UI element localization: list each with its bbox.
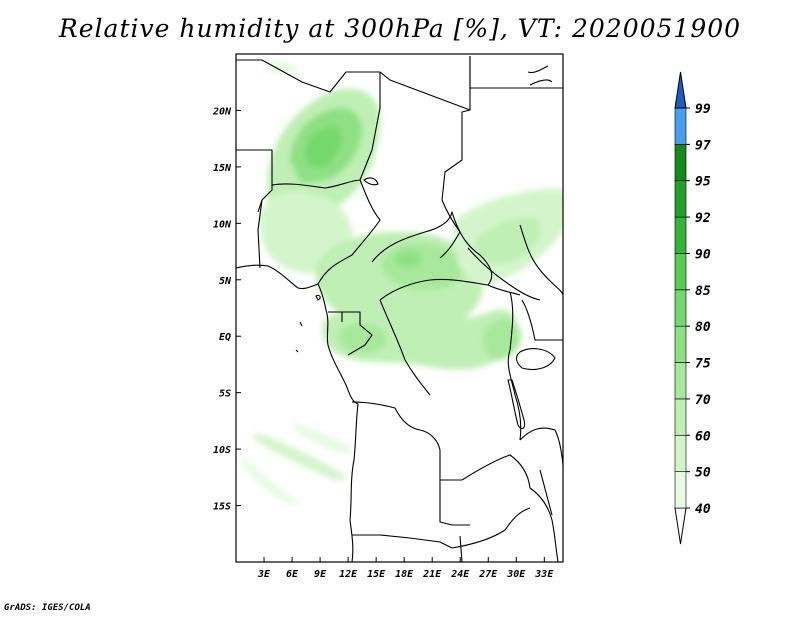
- humidity-region-east-core: [475, 217, 542, 264]
- humidity-region-congo-core: [338, 323, 387, 355]
- map-title: Relative humidity at 300hPa [%], VT: 202…: [58, 14, 742, 43]
- island-sao-tome: [295, 321, 303, 353]
- y-axis-ticks: 20N 15N 10N 5N EQ 5S 10S 15S: [212, 106, 241, 513]
- grads-credit: GrADS: IGES/COLA: [4, 603, 91, 613]
- colorbar-high-extension: [674, 71, 687, 109]
- coastline-west-africa: [236, 264, 359, 562]
- lake-tanganyika: [507, 379, 526, 430]
- colorbar-segment: [674, 325, 687, 363]
- border-chad-niger: [359, 72, 381, 181]
- colorbar: 40 50 60 70 75 80 85 90 92 95 97 99: [674, 71, 711, 545]
- colorbar-segment: [674, 253, 687, 291]
- lake-victoria: [515, 348, 556, 371]
- border-car-drc: [379, 278, 521, 301]
- humidity-streak-north: [265, 61, 300, 74]
- y-tick-label: 10S: [213, 445, 231, 456]
- border-egypt-sudan: [469, 56, 563, 89]
- x-tick-label: 18E: [395, 569, 414, 580]
- x-tick-label: 33E: [534, 569, 554, 580]
- colorbar-segment: [674, 144, 687, 182]
- lake-malawi: [539, 469, 553, 516]
- border-niger-nigeria: [271, 179, 361, 189]
- humidity-shading: [236, 56, 563, 562]
- colorbar-label: 90: [695, 247, 711, 262]
- border-namibia: [352, 534, 453, 549]
- border-chad-car: [371, 211, 493, 286]
- y-tick-label: 5S: [219, 389, 231, 400]
- colorbar-segment: [674, 216, 687, 254]
- border-algeria-niger: [236, 59, 471, 111]
- colorbar-label: 60: [695, 429, 711, 444]
- colorbar-label: 85: [695, 284, 711, 299]
- colorbar-segment: [674, 471, 687, 509]
- x-tick-label: 21E: [422, 569, 442, 580]
- colorbar-label: 80: [695, 320, 711, 335]
- x-tick-label: 9E: [314, 569, 327, 580]
- lake-chad: [363, 177, 379, 186]
- y-tick-label: 10N: [213, 219, 232, 230]
- y-tick-label: 15S: [213, 502, 231, 513]
- border-south-sudan: [467, 247, 541, 301]
- humidity-streak-2: [290, 422, 355, 453]
- plot-frame: [235, 53, 564, 563]
- colorbar-segment: [674, 434, 687, 472]
- x-tick-label: 30E: [506, 569, 526, 580]
- border-zambia-south: [451, 507, 531, 549]
- colorbar-label: 75: [695, 357, 711, 372]
- colorbar-low-extension: [674, 507, 687, 545]
- colorbar-segment: [674, 107, 687, 145]
- x-axis-ticks: 3E 6E 9E 12E 15E 18E 21E 24E 27E 30E 33E: [257, 557, 554, 580]
- border-tanzania: [519, 427, 563, 466]
- colorbar-label: 92: [695, 211, 711, 226]
- humidity-region-sahel-peak: [304, 126, 342, 167]
- humidity-region-congo: [322, 308, 518, 370]
- border-libya-chad: [441, 56, 471, 201]
- colorbar-segment: [674, 398, 687, 436]
- x-tick-label: 27E: [478, 569, 498, 580]
- colorbar-label: 40: [695, 502, 711, 517]
- border-angola-zambia: [439, 480, 470, 526]
- border-mali-niger: [236, 149, 273, 213]
- y-tick-label: 5N: [219, 276, 232, 287]
- border-nigeria-cameroon: [317, 179, 381, 285]
- red-sea-coast: [527, 65, 553, 86]
- x-tick-label: 3E: [257, 569, 271, 580]
- colorbar-label: 95: [695, 175, 711, 190]
- border-zambia-drc: [461, 454, 531, 489]
- colorbar-segment: [674, 180, 687, 218]
- island-bioko: [315, 294, 321, 301]
- x-tick-label: 12E: [339, 569, 358, 580]
- border-drc-east: [507, 291, 522, 441]
- border-drc-angola: [351, 401, 462, 481]
- humidity-streak-3: [240, 455, 300, 506]
- border-malawi: [529, 487, 559, 562]
- colorbar-label: 70: [695, 393, 711, 408]
- border-congo-drc: [379, 299, 431, 396]
- colorbar-label: 50: [695, 466, 711, 481]
- border-namibia-botswana: [459, 535, 463, 562]
- colorbar-label: 97: [695, 138, 711, 153]
- y-tick-label: 20N: [212, 106, 232, 117]
- colorbar-label: 99: [695, 102, 711, 117]
- x-tick-label: 6E: [286, 569, 299, 580]
- border-eq-guinea: [328, 311, 343, 322]
- humidity-streak-1: [255, 432, 347, 481]
- border-nigeria-benin: [257, 199, 263, 269]
- y-tick-label: 15N: [213, 163, 232, 174]
- country-borders: [236, 56, 563, 562]
- colorbar-segment: [674, 362, 687, 400]
- y-tick-label: EQ: [219, 332, 231, 343]
- border-sudan-ethiopia: [519, 224, 563, 296]
- border-kenya-uganda: [521, 299, 563, 341]
- humidity-region-central-peak: [394, 250, 422, 268]
- border-gabon-congo: [340, 311, 373, 356]
- colorbar-segment: [674, 289, 687, 327]
- x-tick-label: 15E: [367, 569, 386, 580]
- x-tick-label: 24E: [450, 569, 470, 580]
